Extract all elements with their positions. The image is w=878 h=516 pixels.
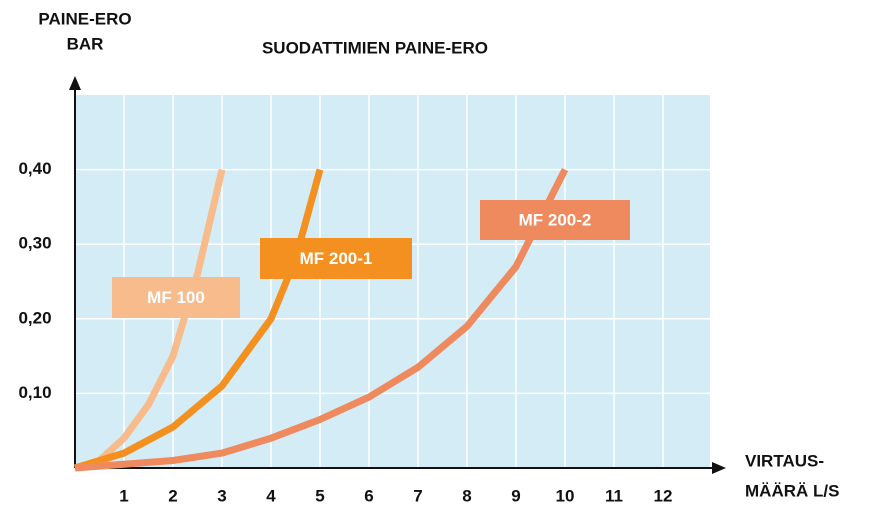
y-tick-label: 0,10 [18,383,51,402]
x-tick-label: 9 [511,486,520,505]
x-axis-arrow [712,462,726,474]
x-axis-label: VIRTAUS- [745,451,824,470]
x-tick-label: 2 [168,486,177,505]
y-tick-label: 0,30 [18,234,51,253]
legend-box [112,277,240,318]
legend-box [480,200,630,240]
x-tick-label: 5 [315,486,324,505]
x-tick-label: 12 [654,486,673,505]
y-tick-label: 0,40 [18,159,51,178]
x-tick-label: 8 [462,486,471,505]
x-tick-label: 10 [556,486,575,505]
series-line [74,168,569,472]
x-tick-label: 3 [217,486,226,505]
legend-label: MF 200-1 [300,249,373,268]
legend-box [260,238,412,279]
legend-label: MF 200-2 [519,210,592,229]
x-tick-label: 7 [413,486,422,505]
x-axis-label: MÄÄRÄ L/S [745,481,839,500]
x-tick-label: 4 [266,486,276,505]
x-tick-label: 1 [119,486,128,505]
y-axis-label: PAINE-ERO [38,9,131,28]
x-tick-label: 6 [364,486,373,505]
x-tick-label: 11 [605,486,623,505]
chart-title: SUODATTIMIEN PAINE-ERO [262,38,488,57]
y-axis-arrow [69,76,81,90]
legend-label: MF 100 [147,288,205,307]
y-tick-label: 0,20 [18,308,51,327]
y-axis-label: BAR [67,34,104,53]
